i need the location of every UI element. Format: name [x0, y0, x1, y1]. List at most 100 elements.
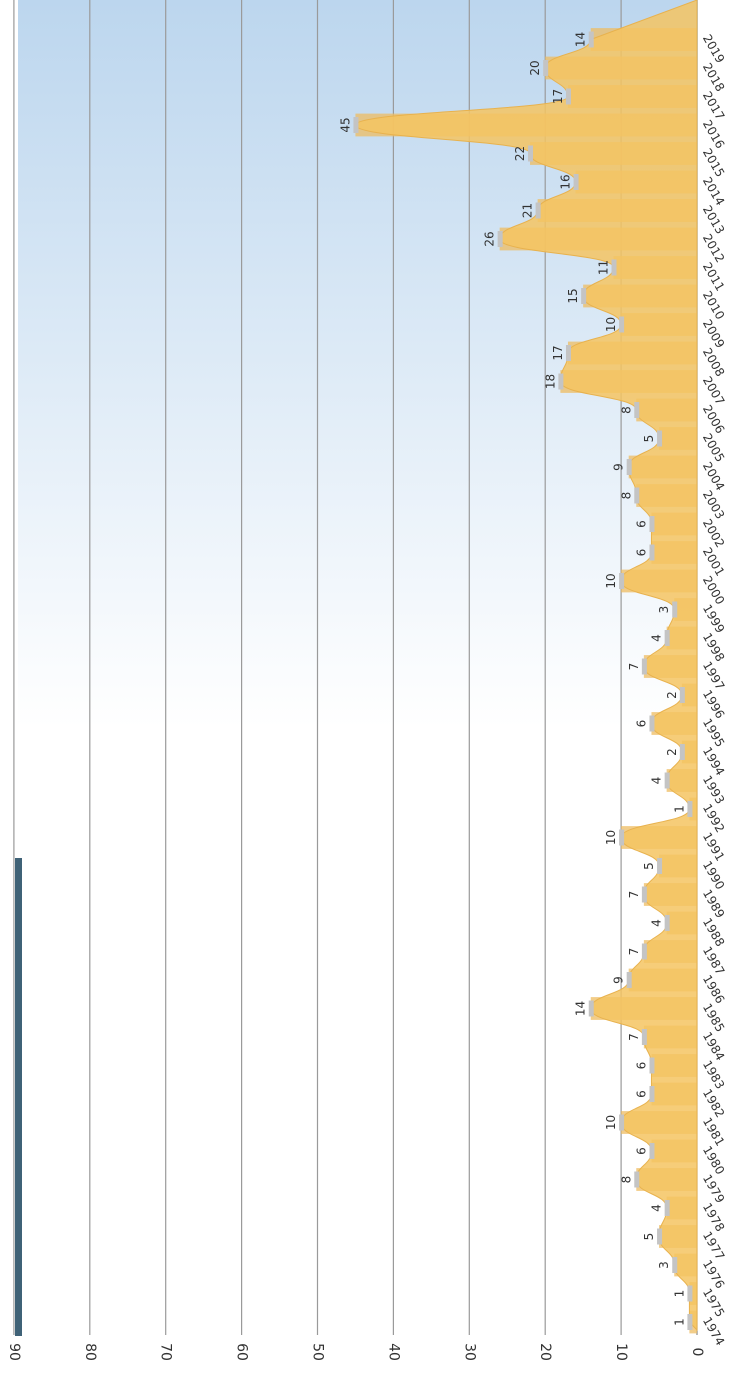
data-label: 16 [559, 174, 573, 189]
category-tick-label: 1998 [700, 631, 727, 664]
point-marker [657, 430, 663, 447]
data-label: 4 [650, 777, 664, 785]
category-tick-label: 2004 [700, 460, 727, 493]
data-label: 4 [650, 634, 664, 642]
point-marker [672, 601, 678, 618]
point-marker [664, 915, 670, 931]
data-label: 9 [612, 463, 626, 471]
point-marker [634, 402, 640, 418]
category-tick-label: 1976 [700, 1258, 727, 1291]
point-marker [649, 1086, 655, 1102]
data-label: 17 [551, 89, 565, 104]
data-label: 10 [604, 830, 618, 845]
category-tick-label: 2014 [700, 175, 727, 208]
data-label: 4 [650, 919, 664, 927]
data-labels: 1135486106671497475101426274310668958181… [338, 32, 686, 1326]
point-marker [565, 88, 571, 105]
value-tick-label: 90 [6, 1343, 22, 1361]
category-tick-label: 2003 [700, 488, 727, 521]
category-tick-label: 1993 [700, 773, 727, 806]
data-label: 10 [604, 317, 618, 332]
category-tick-label: 2002 [700, 517, 727, 550]
category-tick-label: 1994 [700, 745, 727, 778]
point-marker [611, 259, 617, 276]
data-label: 14 [574, 32, 588, 47]
point-marker [497, 231, 503, 247]
data-label: 7 [627, 948, 641, 956]
data-label: 5 [642, 435, 656, 443]
category-tick-label: 2006 [700, 403, 727, 436]
point-marker [581, 288, 587, 304]
category-tick-label: 1975 [700, 1286, 727, 1319]
point-marker [687, 1285, 693, 1302]
point-marker [543, 60, 549, 76]
data-label: 2 [665, 691, 679, 699]
data-label: 6 [634, 1090, 648, 1098]
data-label: 6 [634, 520, 648, 528]
category-tick-label: 2017 [700, 89, 727, 122]
point-marker [619, 316, 625, 333]
category-tick-label: 2005 [700, 431, 727, 464]
category-tick-label: 1988 [700, 916, 727, 949]
data-label: 20 [528, 60, 542, 75]
category-tick-label: 2001 [700, 545, 727, 578]
point-marker [626, 459, 632, 475]
data-label: 45 [338, 117, 352, 132]
category-tick-label: 1996 [700, 688, 727, 721]
category-axis-ticks: 1974197519761977197819791980198119821983… [700, 32, 727, 1348]
category-tick-label: 1981 [700, 1115, 727, 1148]
point-marker [664, 772, 670, 789]
data-label: 1 [672, 1318, 686, 1326]
point-marker [657, 1228, 663, 1245]
category-tick-label: 1982 [700, 1087, 727, 1120]
category-tick-label: 1999 [700, 602, 727, 635]
value-tick-label: 80 [82, 1343, 98, 1361]
data-label: 6 [634, 720, 648, 728]
category-tick-label: 2009 [700, 317, 727, 350]
point-marker [641, 658, 647, 675]
data-label: 2 [665, 748, 679, 756]
category-tick-label: 1990 [700, 859, 727, 892]
point-marker [558, 373, 564, 390]
point-marker [565, 345, 571, 361]
data-label: 6 [634, 549, 648, 557]
point-marker [641, 1029, 647, 1045]
value-tick-label: 40 [385, 1343, 401, 1361]
category-tick-label: 1986 [700, 973, 727, 1006]
category-tick-label: 1978 [700, 1201, 727, 1234]
point-marker [664, 1200, 670, 1216]
data-label: 9 [612, 976, 626, 984]
point-marker [687, 1314, 693, 1330]
value-tick-label: 10 [613, 1343, 629, 1361]
point-marker [679, 687, 685, 703]
category-tick-label: 1991 [700, 830, 727, 863]
data-label: 8 [619, 406, 633, 414]
value-tick-label: 70 [158, 1343, 174, 1361]
point-marker [649, 1143, 655, 1159]
data-label: 11 [597, 260, 611, 275]
point-marker [664, 630, 670, 646]
category-tick-label: 1985 [700, 1001, 727, 1034]
data-label: 1 [672, 805, 686, 813]
category-tick-label: 1987 [700, 944, 727, 977]
point-marker [619, 1114, 625, 1131]
data-label: 26 [483, 231, 497, 246]
category-tick-label: 1980 [700, 1144, 727, 1177]
category-tick-label: 2010 [700, 289, 727, 322]
data-label: 22 [513, 146, 527, 161]
point-marker [657, 858, 663, 874]
point-marker [649, 715, 655, 732]
category-tick-label: 2000 [700, 574, 727, 607]
category-tick-label: 2012 [700, 232, 727, 265]
data-label: 6 [634, 1147, 648, 1155]
category-tick-label: 2018 [700, 61, 727, 94]
value-tick-label: 60 [234, 1343, 250, 1361]
data-label: 5 [642, 1233, 656, 1241]
data-label: 8 [619, 492, 633, 500]
data-label: 10 [604, 1115, 618, 1130]
point-marker [641, 943, 647, 960]
point-marker [588, 1000, 594, 1017]
point-marker [619, 573, 625, 589]
category-tick-label: 1983 [700, 1058, 727, 1091]
